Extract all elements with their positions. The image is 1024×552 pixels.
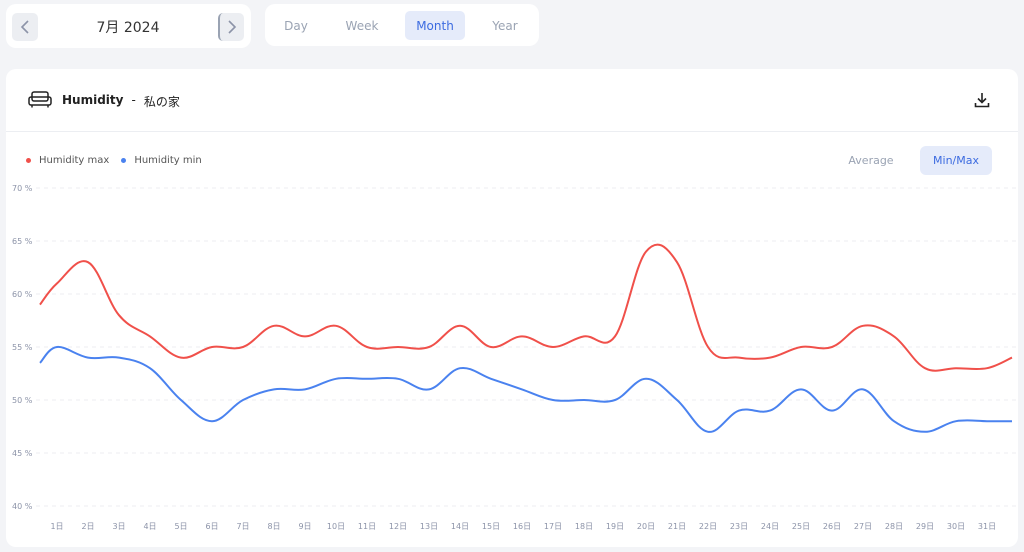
location-name: 私の家 — [143, 95, 180, 109]
x-tick-label: 24日 — [761, 522, 779, 531]
x-tick-label: 4日 — [143, 522, 156, 531]
legend-label-max: Humidity max — [39, 155, 110, 166]
x-tick-label: 6日 — [205, 522, 218, 531]
chevron-left-icon — [20, 20, 29, 34]
x-tick-label: 18日 — [575, 522, 593, 531]
chart-title: Humidity — [62, 93, 124, 107]
x-tick-label: 2日 — [81, 522, 94, 531]
legend-label-min: Humidity min — [134, 155, 202, 166]
x-tick-label: 19日 — [606, 522, 624, 531]
title-separator: - — [131, 93, 136, 107]
card-header: Humidity - 私の家 — [6, 69, 1018, 132]
x-tick-label: 30日 — [947, 522, 965, 531]
x-tick-label: 28日 — [885, 522, 903, 531]
tab-month[interactable]: Month — [405, 11, 465, 40]
next-month-button[interactable] — [218, 13, 244, 41]
chart-title-row: Humidity - 私の家 — [62, 93, 180, 110]
date-navigator: 7月 2024 — [6, 4, 251, 48]
tab-year[interactable]: Year — [492, 18, 518, 33]
x-tick-label: 8日 — [267, 522, 280, 531]
legend-dot-max — [26, 158, 31, 163]
x-tick-label: 9日 — [298, 522, 311, 531]
x-tick-label: 15日 — [482, 522, 500, 531]
x-tick-label: 3日 — [112, 522, 125, 531]
y-tick-label: 60 % — [12, 290, 33, 299]
x-tick-label: 1日 — [50, 522, 63, 531]
x-tick-label: 29日 — [916, 522, 934, 531]
period-tabs: Day Week Month Year — [265, 4, 539, 46]
y-tick-label: 40 % — [12, 502, 33, 511]
download-icon[interactable] — [973, 91, 991, 109]
humidity-chart-card: Humidity - 私の家 Humidity max Humidity min… — [6, 69, 1018, 547]
x-tick-label: 27日 — [854, 522, 872, 531]
legend-dot-min — [121, 158, 127, 163]
x-tick-label: 17日 — [544, 522, 562, 531]
chevron-right-icon — [228, 20, 237, 34]
x-tick-label: 14日 — [451, 522, 469, 531]
current-month-label: 7月 2024 — [96, 20, 160, 36]
x-tick-label: 12日 — [389, 522, 407, 531]
x-tick-label: 23日 — [730, 522, 748, 531]
x-tick-label: 25日 — [792, 522, 810, 531]
x-tick-label: 11日 — [358, 522, 376, 531]
minmax-mode-button[interactable]: Min/Max — [920, 146, 992, 175]
y-tick-label: 65 % — [12, 237, 33, 246]
x-tick-label: 16日 — [513, 522, 531, 531]
y-tick-label: 70 % — [12, 184, 33, 193]
x-tick-label: 13日 — [420, 522, 438, 531]
x-tick-label: 22日 — [699, 522, 717, 531]
x-tick-label: 31日 — [978, 522, 996, 531]
x-tick-label: 20日 — [637, 522, 655, 531]
tab-day[interactable]: Day — [284, 18, 308, 33]
tab-week[interactable]: Week — [345, 18, 379, 33]
series-line-min — [39, 345, 1012, 433]
y-tick-label: 45 % — [12, 449, 33, 458]
x-tick-label: 21日 — [668, 522, 686, 531]
average-mode-button[interactable]: Average — [848, 154, 894, 167]
x-tick-label: 10日 — [327, 522, 345, 531]
y-tick-label: 55 % — [12, 343, 33, 352]
x-tick-label: 26日 — [823, 522, 841, 531]
chart-legend: Humidity max Humidity min — [26, 155, 214, 166]
legend-item-min[interactable]: Humidity min — [121, 155, 202, 166]
series-line-max — [39, 243, 1013, 372]
legend-item-max[interactable]: Humidity max — [26, 155, 109, 166]
humidity-line-chart: 70 % 65 % 60 % 55 % 50 % 45 % 40 % 1日 2日 3日 4日 5日 6日… — [12, 184, 1018, 531]
previous-month-button[interactable] — [12, 13, 38, 41]
sofa-icon — [28, 91, 52, 108]
y-tick-label: 50 % — [12, 396, 33, 405]
x-tick-label: 5日 — [174, 522, 187, 531]
x-tick-label: 7日 — [236, 522, 249, 531]
